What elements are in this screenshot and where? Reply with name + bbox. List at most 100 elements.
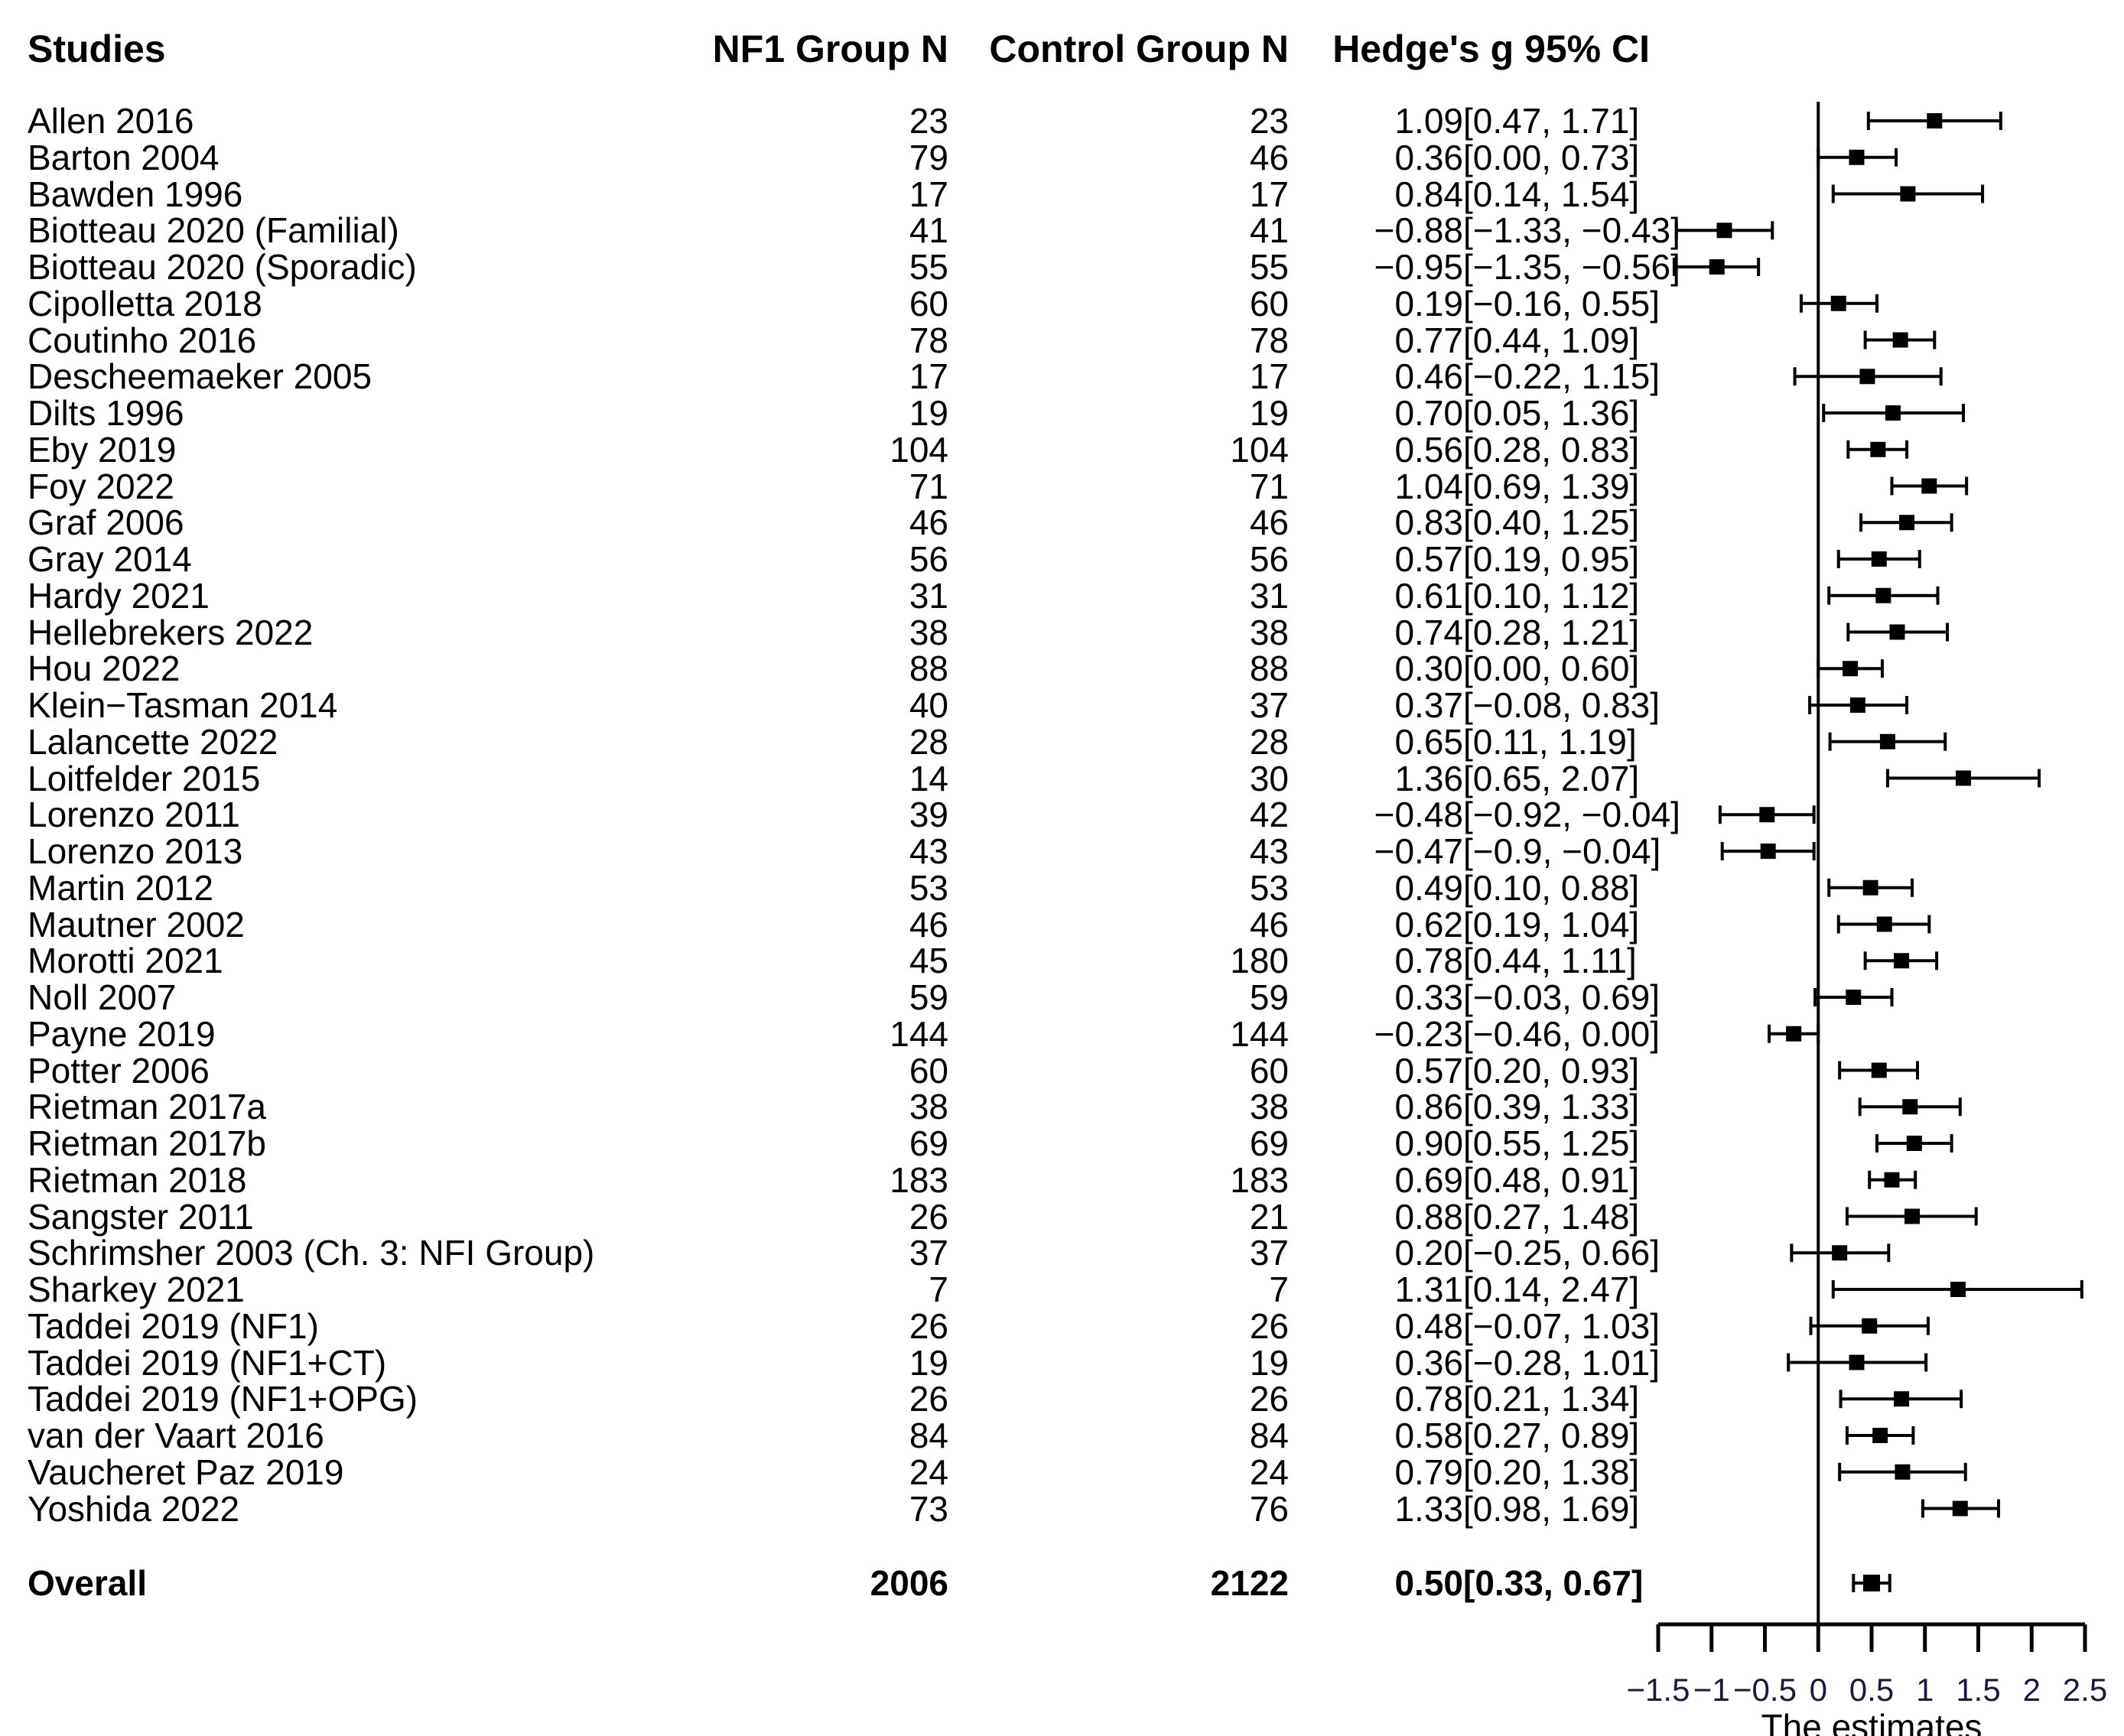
study-name: Rietman 2017a [28,1087,266,1127]
hedges-g: 0.57 [1394,539,1463,579]
study-name: Payne 2019 [28,1013,216,1054]
nf1-n: 45 [909,941,948,981]
hedges-g: 0.78 [1394,1379,1463,1419]
hedges-g: 0.69 [1394,1159,1463,1200]
nf1-n: 17 [909,356,948,397]
header-control-n: Control Group N [989,28,1289,70]
study-point-estimate [1849,1354,1865,1370]
nf1-n: 31 [909,575,948,616]
confidence-interval: [0.19, 1.04] [1463,904,1640,944]
nf1-n: 56 [909,539,948,579]
hedges-g: 0.70 [1394,393,1463,433]
control-n: 17 [1249,174,1289,214]
nf1-n: 46 [909,904,948,944]
hedges-g: 0.90 [1394,1123,1463,1163]
study-point-estimate [1900,186,1916,202]
confidence-interval: [0.40, 1.25] [1463,502,1640,543]
study-point-estimate [1955,770,1971,786]
control-n: 26 [1249,1379,1289,1419]
study-name: Mautner 2002 [28,904,245,944]
control-n: 26 [1249,1305,1289,1346]
hedges-g: 0.46 [1394,356,1463,397]
confidence-interval: [−0.07, 1.03] [1463,1305,1660,1346]
confidence-interval: [−0.03, 0.69] [1463,977,1660,1017]
study-name: Lorenzo 2013 [28,831,243,871]
study-point-estimate [1859,369,1875,385]
control-n: 46 [1249,502,1289,543]
study-point-estimate [1892,332,1908,348]
study-point-estimate [1894,1391,1910,1407]
control-n: 38 [1249,1087,1289,1127]
study-name: Lalancette 2022 [28,721,278,762]
nf1-n: 183 [890,1159,948,1200]
x-tick-label: 1 [1916,1672,1934,1708]
confidence-interval: [−0.46, 0.00] [1463,1013,1660,1054]
study-name: Taddei 2019 (NF1) [28,1305,319,1346]
confidence-interval: [0.98, 1.69] [1463,1488,1640,1529]
control-n: 31 [1249,575,1289,616]
confidence-interval: [0.05, 1.36] [1463,393,1640,433]
confidence-interval: [0.44, 1.09] [1463,320,1640,360]
control-n: 104 [1230,429,1289,470]
control-n: 144 [1230,1013,1289,1054]
study-name: Morotti 2021 [28,941,223,981]
confidence-interval: [0.21, 1.34] [1463,1379,1640,1419]
nf1-n: 19 [909,1342,948,1383]
confidence-interval: [0.48, 0.91] [1463,1159,1640,1200]
confidence-interval: [0.28, 0.83] [1463,429,1640,470]
control-n: 55 [1249,247,1289,287]
study-name: Noll 2007 [28,977,177,1017]
nf1-n: 79 [909,137,948,177]
control-n: 46 [1249,904,1289,944]
nf1-n: 24 [909,1452,948,1492]
study-name: Biotteau 2020 (Sporadic) [28,247,417,287]
study-point-estimate [1895,1464,1911,1480]
study-name: Sangster 2011 [28,1196,254,1237]
x-tick-label: 2 [2023,1672,2041,1708]
confidence-interval: [0.65, 2.07] [1463,758,1640,798]
nf1-n: 46 [909,502,948,543]
nf1-n: 39 [909,795,948,835]
hedges-g: 0.58 [1394,1416,1463,1455]
study-point-estimate [1709,259,1725,275]
control-n: 37 [1249,685,1289,725]
confidence-interval: [−1.35, −0.56] [1463,247,1680,287]
control-n: 76 [1249,1488,1289,1529]
study-point-estimate [1950,1282,1966,1297]
nf1-n: 19 [909,393,948,433]
confidence-interval: [0.10, 1.12] [1463,575,1640,616]
control-n: 53 [1249,867,1289,908]
study-point-estimate [1904,1208,1921,1224]
study-point-estimate [1846,990,1862,1005]
control-n: 19 [1249,1342,1289,1383]
nf1-n: 73 [909,1488,948,1529]
hedges-g: 0.62 [1394,904,1463,944]
study-point-estimate [1927,113,1943,128]
hedges-g: 0.48 [1394,1305,1463,1346]
confidence-interval: [0.00, 0.73] [1463,137,1640,177]
study-point-estimate [1832,1245,1848,1261]
x-tick-label: 2.5 [2063,1672,2107,1708]
hedges-g: 0.36 [1394,137,1463,177]
study-name: Lorenzo 2011 [28,795,240,835]
confidence-interval: [0.14, 2.47] [1463,1269,1640,1309]
confidence-interval: [0.39, 1.33] [1463,1087,1640,1127]
header-studies: Studies [28,28,166,70]
hedges-g: −0.47 [1374,831,1463,871]
x-axis-label: The estimates [1761,1707,1983,1736]
nf1-n: 17 [909,174,948,214]
study-name: Overall [28,1563,147,1603]
study-point-estimate [1849,697,1865,713]
x-tick-label: −1 [1693,1672,1730,1708]
confidence-interval: [−0.16, 0.55] [1463,283,1660,323]
confidence-interval: [−0.9, −0.04] [1463,831,1661,871]
nf1-n: 37 [909,1233,948,1273]
hedges-g: 0.77 [1394,320,1463,360]
study-point-estimate [1830,295,1846,311]
study-point-estimate [1862,1318,1878,1334]
control-n: 42 [1249,795,1289,835]
hedges-g: 1.31 [1394,1269,1463,1309]
control-n: 2122 [1210,1563,1289,1603]
hedges-g: 0.49 [1394,867,1463,908]
study-point-estimate [1759,807,1775,823]
